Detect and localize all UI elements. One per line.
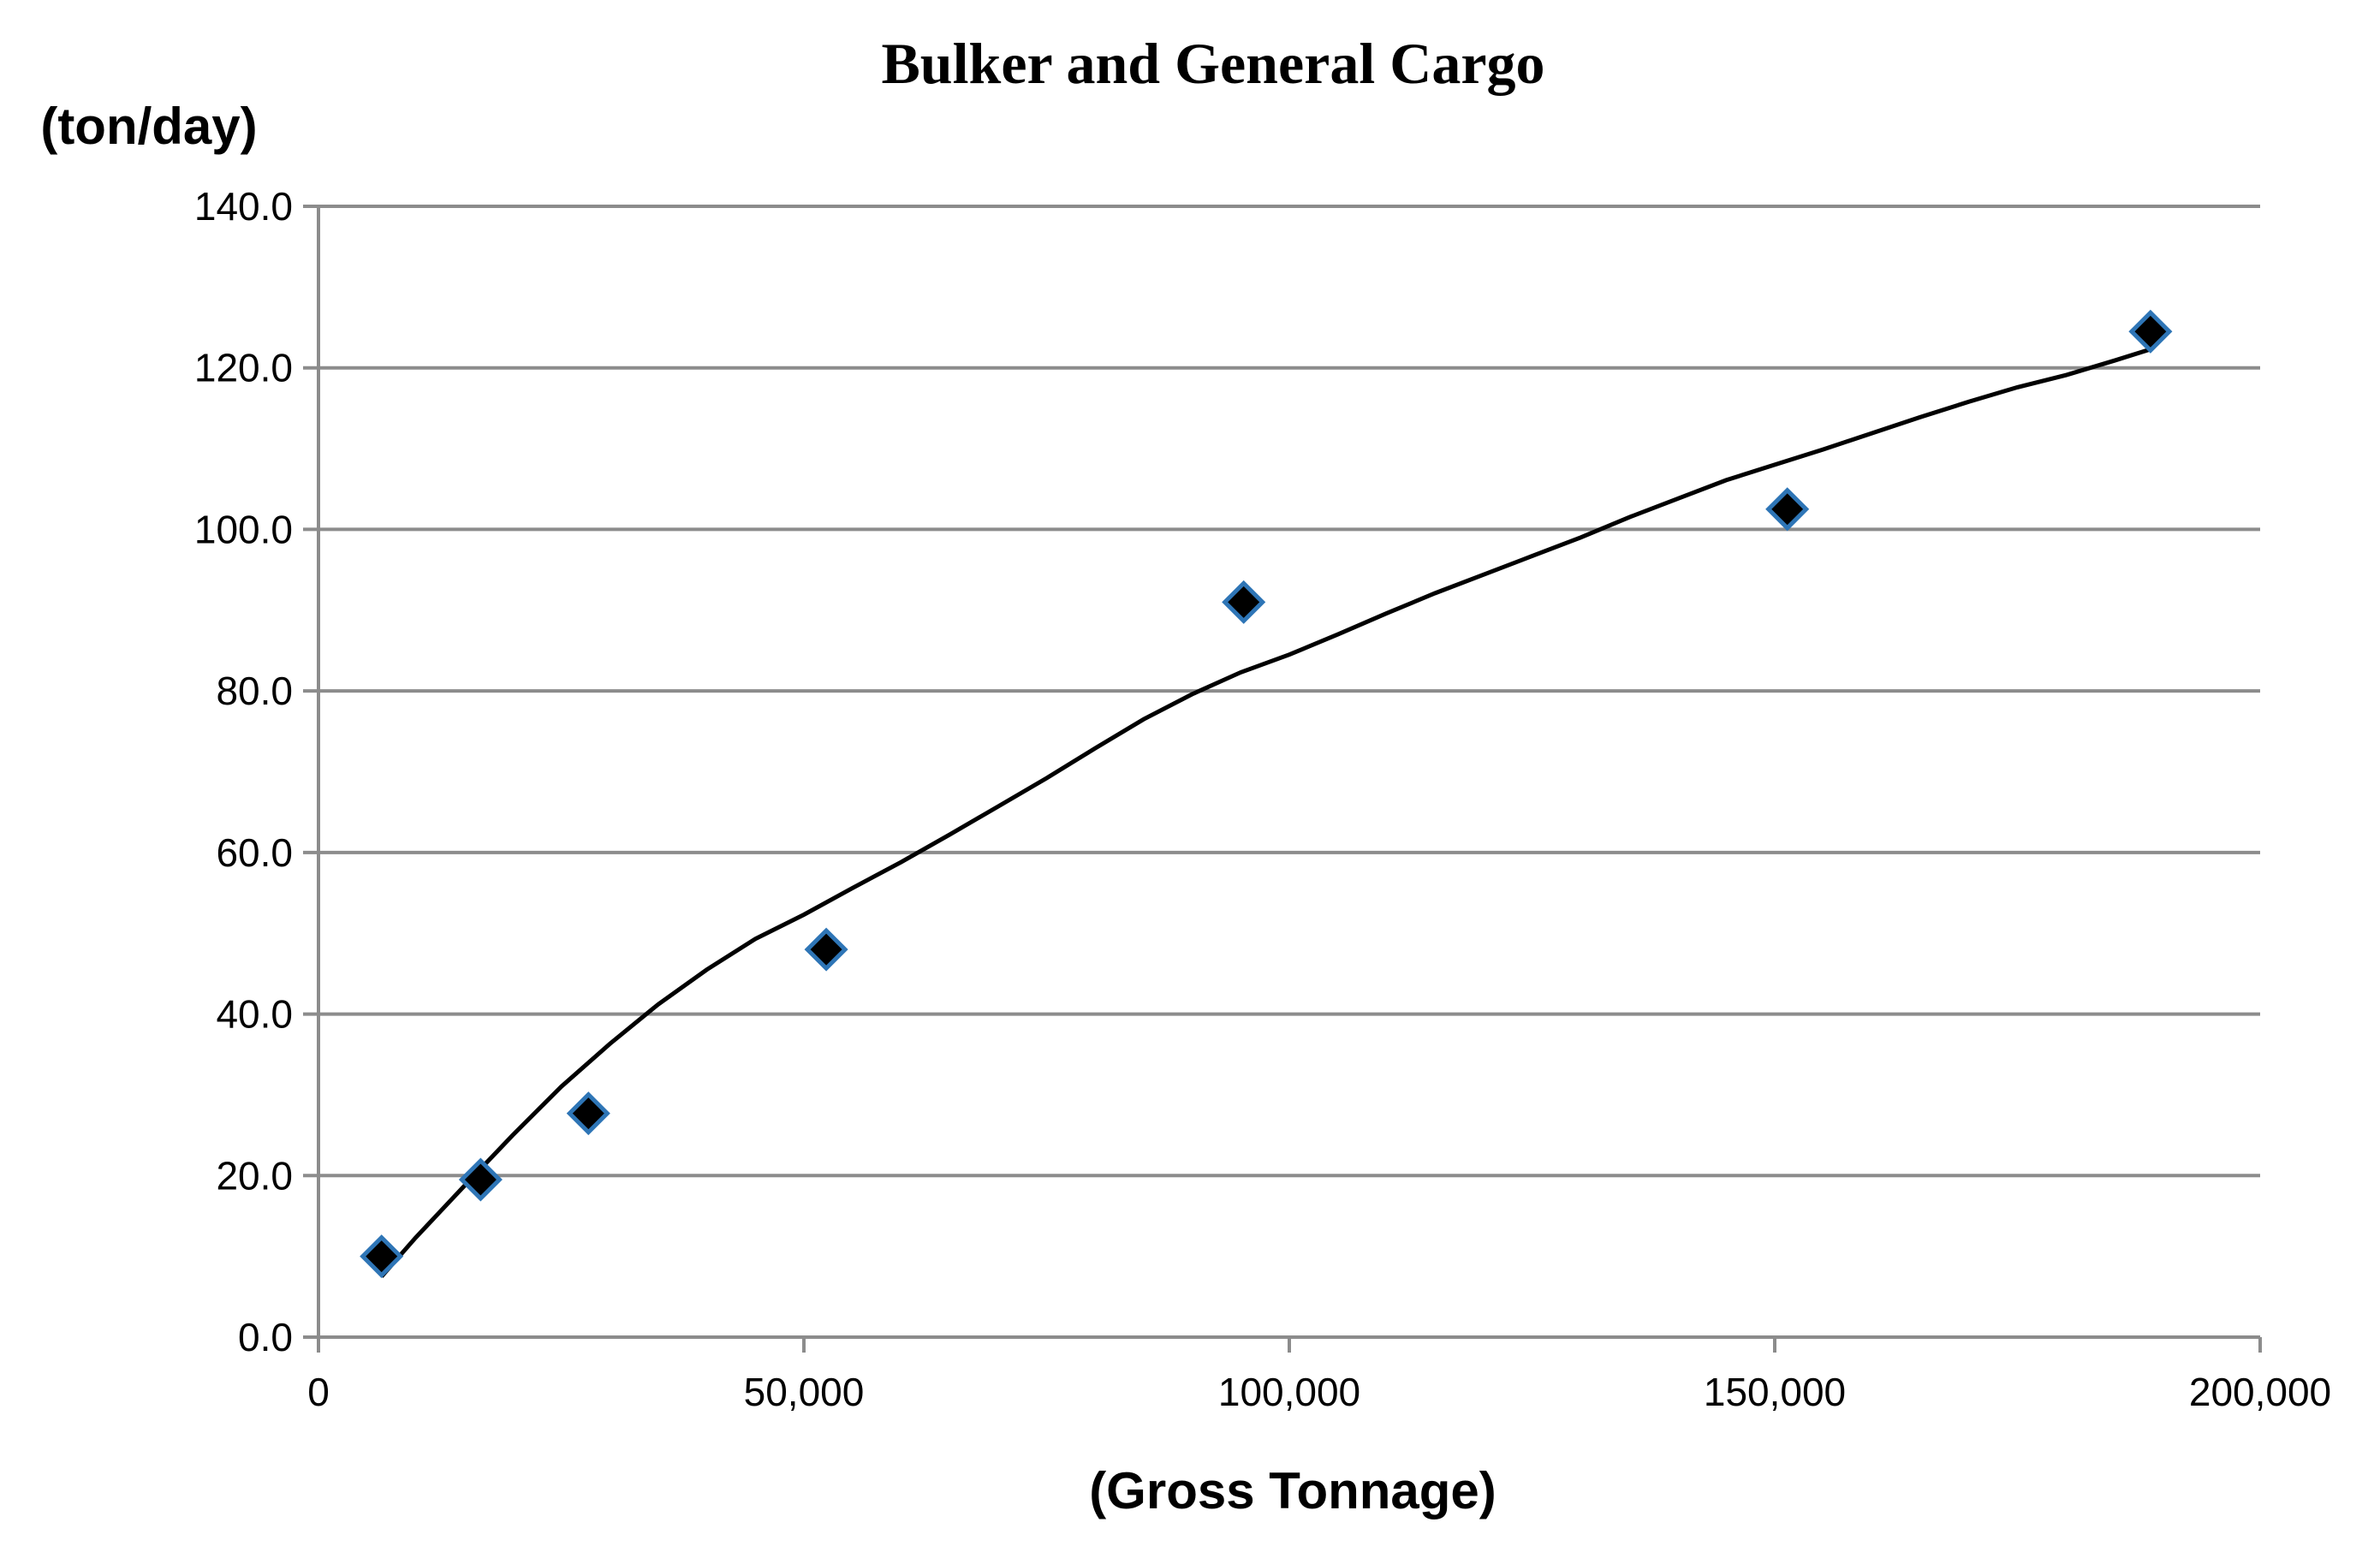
y-tick-label: 20.0	[216, 1153, 293, 1198]
data-points	[360, 309, 2173, 1279]
data-point-marker	[2128, 309, 2173, 354]
y-tick-label: 60.0	[216, 830, 293, 875]
data-point-marker	[804, 927, 848, 972]
chart-title: Bulker and General Cargo	[881, 31, 1544, 96]
x-tick-label: 50,000	[744, 1370, 865, 1414]
data-point-marker	[1765, 487, 1810, 532]
axes	[303, 205, 2262, 1353]
data-point-marker	[1222, 580, 1266, 624]
x-tick-label: 150,000	[1704, 1370, 1846, 1414]
x-tick-label: 0	[307, 1370, 330, 1414]
y-tick-label: 100.0	[194, 507, 293, 551]
x-tick-label: 200,000	[2189, 1370, 2331, 1414]
x-tick-label: 100,000	[1218, 1370, 1360, 1414]
x-tick-labels: 0 50,000 100,000 150,000 200,000	[307, 1370, 2331, 1414]
y-tick-label: 0.0	[238, 1315, 293, 1359]
y-tick-label: 80.0	[216, 669, 293, 713]
y-axis-title: (ton/day)	[40, 98, 257, 155]
x-axis-title: (Gross Tonnage)	[1089, 1462, 1496, 1519]
y-tick-labels: 0.0 20.0 40.0 60.0 80.0 100.0 120.0 140.0	[194, 184, 293, 1359]
trendline	[379, 347, 2151, 1278]
y-tick-label: 140.0	[194, 184, 293, 229]
data-point-marker	[566, 1091, 610, 1136]
data-point-marker	[360, 1234, 404, 1279]
gridlines	[318, 205, 2260, 1178]
trendline-group	[379, 347, 2151, 1278]
data-point-marker	[458, 1157, 503, 1202]
y-tick-label: 40.0	[216, 992, 293, 1037]
y-tick-label: 120.0	[194, 346, 293, 390]
